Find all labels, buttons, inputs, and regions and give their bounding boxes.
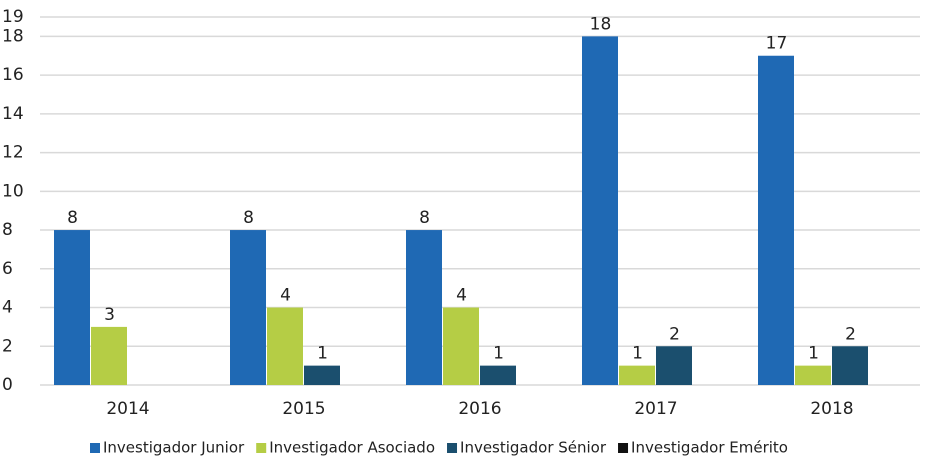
bar [54,230,90,385]
bar [758,55,794,385]
data-label: 2 [669,324,680,344]
x-tick-label: 2018 [810,399,853,419]
legend-swatch [90,443,100,453]
x-tick-label: 2016 [458,399,501,419]
y-tick-label: 0 [2,375,13,395]
bar [795,365,831,385]
y-tick-label: 19 [2,7,24,27]
y-tick-label: 16 [2,65,24,85]
data-label: 4 [456,286,467,306]
y-tick-label: 12 [2,143,24,163]
bar [406,230,442,385]
bar [230,230,266,385]
data-label: 1 [493,344,504,364]
data-label: 2 [845,324,856,344]
legend-swatch [447,443,458,453]
y-tick-label: 6 [2,259,13,279]
x-tick-label: 2014 [106,399,149,419]
bar [267,307,303,385]
bar [832,346,868,385]
bar [91,326,127,385]
bar [619,365,655,385]
y-tick-label: 4 [2,298,13,318]
data-label: 18 [590,14,612,34]
y-tick-label: 18 [2,26,24,46]
legend-swatch [618,443,629,453]
bar [480,365,516,385]
x-tick-label: 2015 [282,399,325,419]
data-label: 3 [104,305,115,325]
legend-label: Investigador Emérito [631,439,788,457]
data-label: 8 [67,208,78,228]
data-label: 1 [317,344,328,364]
y-tick-label: 14 [2,104,24,124]
bar [304,365,340,385]
data-label: 1 [632,344,643,364]
data-label: 1 [808,344,819,364]
legend-label: Investigador Junior [103,439,245,457]
bar [656,346,692,385]
x-tick-label: 2017 [634,399,677,419]
data-label: 8 [243,208,254,228]
data-label: 4 [280,286,291,306]
data-label: 8 [419,208,430,228]
y-tick-label: 10 [2,181,24,201]
bar [443,307,479,385]
legend-label: Investigador Sénior [460,439,607,457]
y-tick-label: 2 [2,336,13,356]
legend-swatch [256,443,267,453]
y-tick-label: 8 [2,220,13,240]
data-label: 17 [766,34,788,54]
legend-label: Investigador Asociado [269,439,435,457]
bar [582,36,618,386]
